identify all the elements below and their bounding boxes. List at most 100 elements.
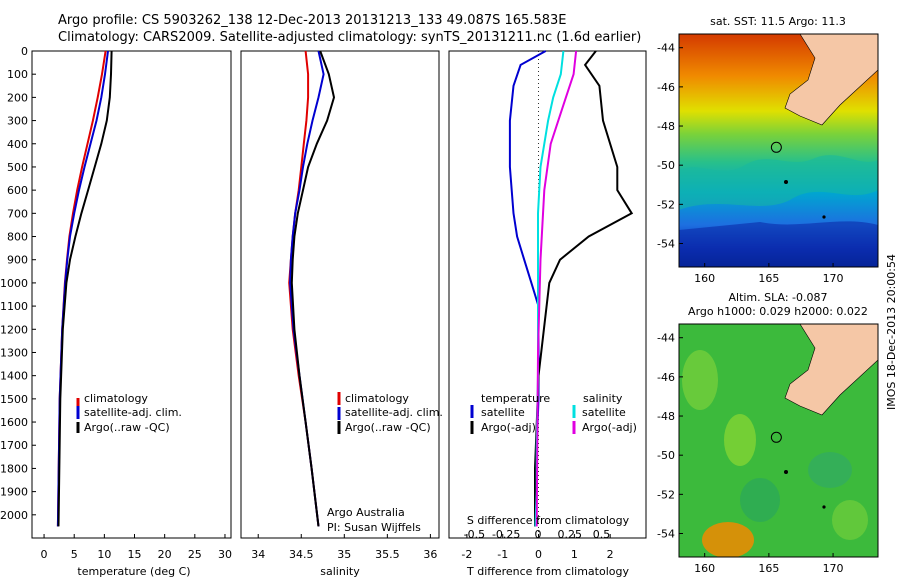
x-tick-label: 20 [158, 548, 172, 561]
depth-tick-label: 900 [7, 254, 28, 267]
depth-tick-label: 700 [7, 207, 28, 220]
lon-tick-label: 160 [694, 272, 715, 285]
legend-title-temperature: temperature [481, 392, 550, 405]
series-line-black [290, 50, 336, 527]
sst-cold-water [679, 221, 878, 267]
lat-tick-label: -46 [657, 81, 675, 94]
x-tick-label: 10 [97, 548, 111, 561]
sst-map [679, 34, 878, 267]
s-tick-label: 0.5 [593, 528, 611, 541]
credits-line2: PI: Susan Wijffels [327, 521, 421, 534]
depth-tick-label: 400 [7, 138, 28, 151]
temperature-panel-frame [31, 50, 232, 539]
sla-island-campbell [822, 505, 826, 509]
depth-tick-label: 1400 [0, 370, 28, 383]
x-tick-label: 2 [607, 548, 614, 561]
depth-tick-label: 1600 [0, 416, 28, 429]
lat-tick-label: -50 [657, 449, 675, 462]
sst-land-new-zealand [784, 34, 878, 126]
salinity-legend: climatology satellite-adj. clim. Argo(..… [337, 392, 443, 434]
sst-island-campbell [822, 215, 826, 219]
lat-tick-label: -54 [657, 528, 675, 541]
lat-tick-label: -50 [657, 159, 675, 172]
series-line-black [534, 50, 634, 527]
t-difference-xlabel: T difference from climatology [466, 565, 629, 578]
depth-tick-label: 800 [7, 231, 28, 244]
depth-tick-label: 1700 [0, 439, 28, 452]
x-tick-label: 34 [251, 548, 265, 561]
lon-tick-label: 160 [694, 562, 715, 575]
legend-label-climatology: climatology [345, 392, 409, 405]
figure-title-line2: Climatology: CARS2009. Satellite-adjuste… [58, 30, 642, 45]
sla-island-auckland [784, 470, 788, 474]
legend-label-t-argo: Argo(-adj) [481, 421, 536, 434]
sla-eddy [682, 350, 718, 410]
temperature-profile-plot: 0 5 10 15 20 25 30 [41, 50, 232, 561]
s-difference-xlabel: S difference from climatology [467, 514, 630, 527]
lat-tick-label: -46 [657, 371, 675, 384]
depth-tick-label: 1100 [0, 300, 28, 313]
salinity-xlabel: salinity [320, 565, 360, 578]
sla-eddy [724, 414, 756, 466]
lat-tick-label: -48 [657, 120, 675, 133]
sla-float-position-marker [770, 431, 782, 443]
legend-label-satellite: satellite-adj. clim. [345, 406, 443, 419]
s-tick-label: -0.25 [492, 528, 520, 541]
sla-warm-anomaly [702, 522, 754, 557]
s-tick-label: -0.5 [464, 528, 485, 541]
sla-eddy [832, 500, 868, 540]
temperature-legend: climatology satellite-adj. clim. Argo(..… [76, 392, 182, 434]
depth-tick-label: 1000 [0, 277, 28, 290]
depth-tick-label: 1800 [0, 462, 28, 475]
sla-land-new-zealand [784, 324, 878, 416]
lat-tick-label: -44 [657, 42, 675, 55]
salinity-profile-plot: 34 34.5 35 35.5 36 [251, 50, 437, 561]
x-tick-label: 35.5 [375, 548, 400, 561]
sla-map-title-line1: Altim. SLA: -0.087 [728, 291, 827, 304]
lon-tick-label: 165 [758, 272, 779, 285]
timestamp-stamp: IMOS 18-Dec-2013 20:00:54 [885, 254, 898, 410]
sla-eddy [808, 452, 852, 488]
lat-tick-label: -48 [657, 410, 675, 423]
legend-label-climatology: climatology [84, 392, 148, 405]
sla-map-axes: 160 165 170 -44 -46 -48 -50 -52 -54 [657, 332, 844, 575]
x-tick-label: 15 [128, 548, 142, 561]
sst-float-position-marker [770, 141, 782, 153]
depth-tick-label: 500 [7, 161, 28, 174]
legend-label-argo: Argo(..raw -QC) [84, 421, 170, 434]
x-tick-label: 35 [337, 548, 351, 561]
sst-map-title: sat. SST: 11.5 Argo: 11.3 [710, 15, 846, 28]
depth-tick-label: 0 [21, 45, 28, 58]
lon-tick-label: 170 [823, 272, 844, 285]
series-line-black [57, 50, 113, 527]
legend-label-t-satellite: satellite [481, 406, 525, 419]
depth-tick-label: 1200 [0, 323, 28, 336]
lat-tick-label: -54 [657, 238, 675, 251]
s-tick-label: 0 [534, 528, 541, 541]
temperature-xlabel: temperature (deg C) [77, 565, 190, 578]
lat-tick-label: -44 [657, 332, 675, 345]
salinity-panel-frame [240, 50, 440, 539]
x-tick-label: 5 [71, 548, 78, 561]
figure-title-line1: Argo profile: CS 5903262_138 12-Dec-2013… [58, 13, 567, 28]
x-tick-label: 1 [571, 548, 578, 561]
sst-island-auckland [784, 180, 788, 184]
depth-tick-label: 1500 [0, 393, 28, 406]
legend-label-satellite: satellite-adj. clim. [84, 406, 182, 419]
sla-eddy [740, 478, 780, 522]
lon-tick-label: 170 [823, 562, 844, 575]
legend-title-salinity: salinity [583, 392, 623, 405]
depth-tick-label: 600 [7, 184, 28, 197]
legend-label-s-argo: Argo(-adj) [582, 421, 637, 434]
sst-front [679, 155, 878, 210]
depth-tick-label: 2000 [0, 509, 28, 522]
x-tick-label: -2 [461, 548, 472, 561]
x-tick-label: 0 [41, 548, 48, 561]
difference-legend: temperature salinity satellite Argo(-adj… [470, 392, 637, 434]
difference-panel-frame [448, 50, 647, 539]
credits-line1: Argo Australia [327, 506, 405, 519]
legend-label-argo: Argo(..raw -QC) [345, 421, 431, 434]
legend-label-s-satellite: satellite [582, 406, 626, 419]
x-tick-label: 30 [218, 548, 232, 561]
depth-tick-label: 1300 [0, 346, 28, 359]
